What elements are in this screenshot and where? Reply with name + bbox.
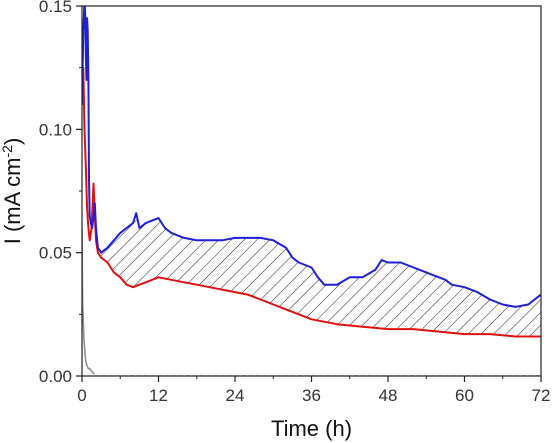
x-tick-label: 12 xyxy=(149,386,168,405)
y-tick-label: 0.05 xyxy=(39,244,72,263)
axes: 0 12 24 36 48 60 72 0.00 0.05 0.10 0.15 xyxy=(39,0,551,405)
y-tick-label: 0.10 xyxy=(39,120,72,139)
y-tick-label: 0.15 xyxy=(39,0,72,16)
x-tick-label: 24 xyxy=(226,386,245,405)
x-tick-label: 60 xyxy=(455,386,474,405)
y-tick-label: 0.00 xyxy=(39,367,72,386)
series-line-blue xyxy=(82,6,541,308)
x-tick-label: 72 xyxy=(532,386,551,405)
series-line-gray xyxy=(82,227,95,375)
y-axis-title-main: I (mA cm xyxy=(0,158,25,245)
y-axis-title-close: ) xyxy=(0,138,25,145)
y-axis-title: I (mA cm-2) xyxy=(0,138,25,245)
hatched-difference-region xyxy=(97,214,541,337)
y-axis-title-exponent: -2 xyxy=(0,145,15,158)
x-tick-label: 0 xyxy=(77,386,86,405)
x-tick-label: 48 xyxy=(379,386,398,405)
x-tick-label: 36 xyxy=(302,386,321,405)
x-axis-title: Time (h) xyxy=(271,416,352,441)
plot-area xyxy=(82,6,541,376)
